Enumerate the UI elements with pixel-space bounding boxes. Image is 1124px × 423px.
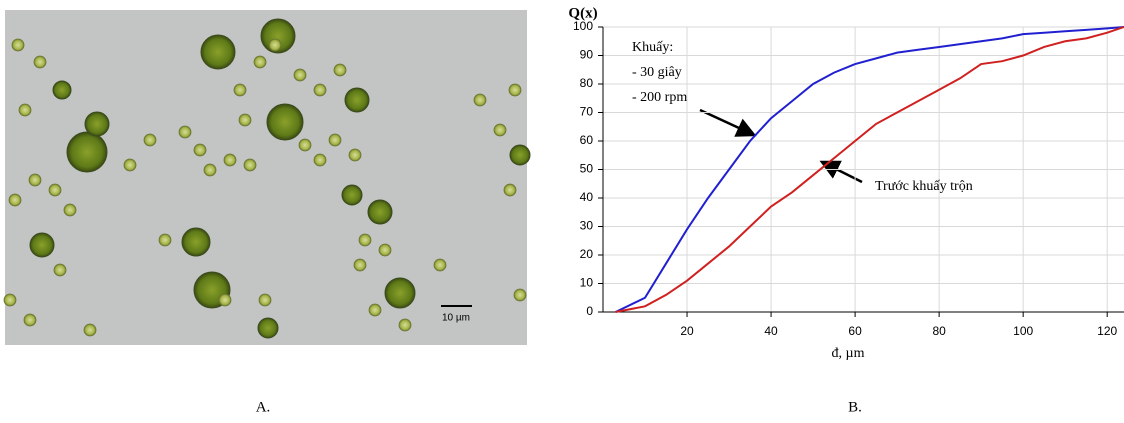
- caption: B.: [848, 399, 862, 415]
- cell: [358, 233, 372, 247]
- cell: [238, 113, 252, 127]
- x-tick-label: 20: [680, 324, 694, 338]
- cell: [84, 111, 110, 137]
- cell: [508, 83, 522, 97]
- cell: [433, 258, 447, 272]
- cell: [18, 103, 32, 117]
- cell: [266, 103, 304, 141]
- data-line: [615, 26, 1124, 313]
- cell: [66, 131, 108, 173]
- cell: [313, 83, 327, 97]
- cell: [293, 68, 307, 82]
- x-tick-label: 100: [1013, 324, 1033, 338]
- cell: [253, 55, 267, 69]
- annotation: Khuấy:: [632, 40, 673, 55]
- cell: [333, 63, 347, 77]
- cell: [268, 38, 282, 52]
- cell: [8, 193, 22, 207]
- cell: [328, 133, 342, 147]
- cell: [29, 232, 55, 258]
- cell: [298, 138, 312, 152]
- cell: [473, 93, 487, 107]
- annotation: - 200 rpm: [632, 90, 687, 105]
- scale-label: 10 µm: [442, 313, 470, 324]
- y-tick-label: 40: [580, 190, 594, 204]
- cell: [313, 153, 327, 167]
- cell: [178, 125, 192, 139]
- cell: [143, 133, 157, 147]
- cell: [398, 318, 412, 332]
- y-tick-label: 90: [580, 48, 594, 62]
- cell: [513, 288, 527, 302]
- cell: [28, 173, 42, 187]
- cell: [200, 34, 236, 70]
- arrow: [819, 160, 863, 184]
- cell: [123, 158, 137, 172]
- y-tick-label: 70: [580, 105, 594, 119]
- cell: [341, 184, 363, 206]
- cell: [63, 203, 77, 217]
- y-tick-label: 50: [580, 162, 594, 176]
- cell: [243, 158, 257, 172]
- x-tick-label: 120: [1097, 324, 1117, 338]
- caption: A.: [256, 399, 271, 415]
- cell: [257, 317, 279, 339]
- y-tick-label: 30: [580, 219, 594, 233]
- annotation: Trước khuấy trộn: [875, 179, 973, 194]
- micrograph: 10 µm: [3, 10, 531, 345]
- x-tick-label: 80: [932, 324, 946, 338]
- y-tick-label: 60: [580, 133, 594, 147]
- cell: [11, 38, 25, 52]
- annotation: - 30 giây: [632, 65, 682, 80]
- y-tick-label: 80: [580, 76, 594, 90]
- x-tick-label: 40: [764, 324, 778, 338]
- cell: [3, 293, 17, 307]
- cell: [218, 293, 232, 307]
- cell: [52, 80, 72, 100]
- x-axis-label: đ, µm: [832, 346, 865, 361]
- cell: [223, 153, 237, 167]
- arrow: [699, 108, 757, 137]
- cell: [181, 227, 211, 257]
- y-tick-label: 100: [573, 19, 593, 33]
- cell: [353, 258, 367, 272]
- cell: [348, 148, 362, 162]
- cell: [368, 303, 382, 317]
- cell: [203, 163, 217, 177]
- cell: [23, 313, 37, 327]
- cell: [493, 123, 507, 137]
- micrograph-background: [5, 10, 527, 345]
- cell: [158, 233, 172, 247]
- cell: [503, 183, 517, 197]
- cell: [233, 83, 247, 97]
- cell: [258, 293, 272, 307]
- data-line: [615, 26, 1124, 313]
- y-tick-label: 20: [580, 247, 594, 261]
- cell: [344, 87, 370, 113]
- y-tick-label: 0: [586, 304, 593, 318]
- x-tick-label: 60: [848, 324, 862, 338]
- cell: [193, 143, 207, 157]
- cell: [509, 144, 531, 166]
- cells: [3, 18, 531, 339]
- cell: [53, 263, 67, 277]
- cell: [384, 277, 416, 309]
- cell: [83, 323, 97, 337]
- cell: [378, 243, 392, 257]
- y-axis-label: Q(x): [568, 5, 597, 21]
- cell: [367, 199, 393, 225]
- cell: [33, 55, 47, 69]
- cell: [48, 183, 62, 197]
- y-tick-label: 10: [580, 276, 594, 290]
